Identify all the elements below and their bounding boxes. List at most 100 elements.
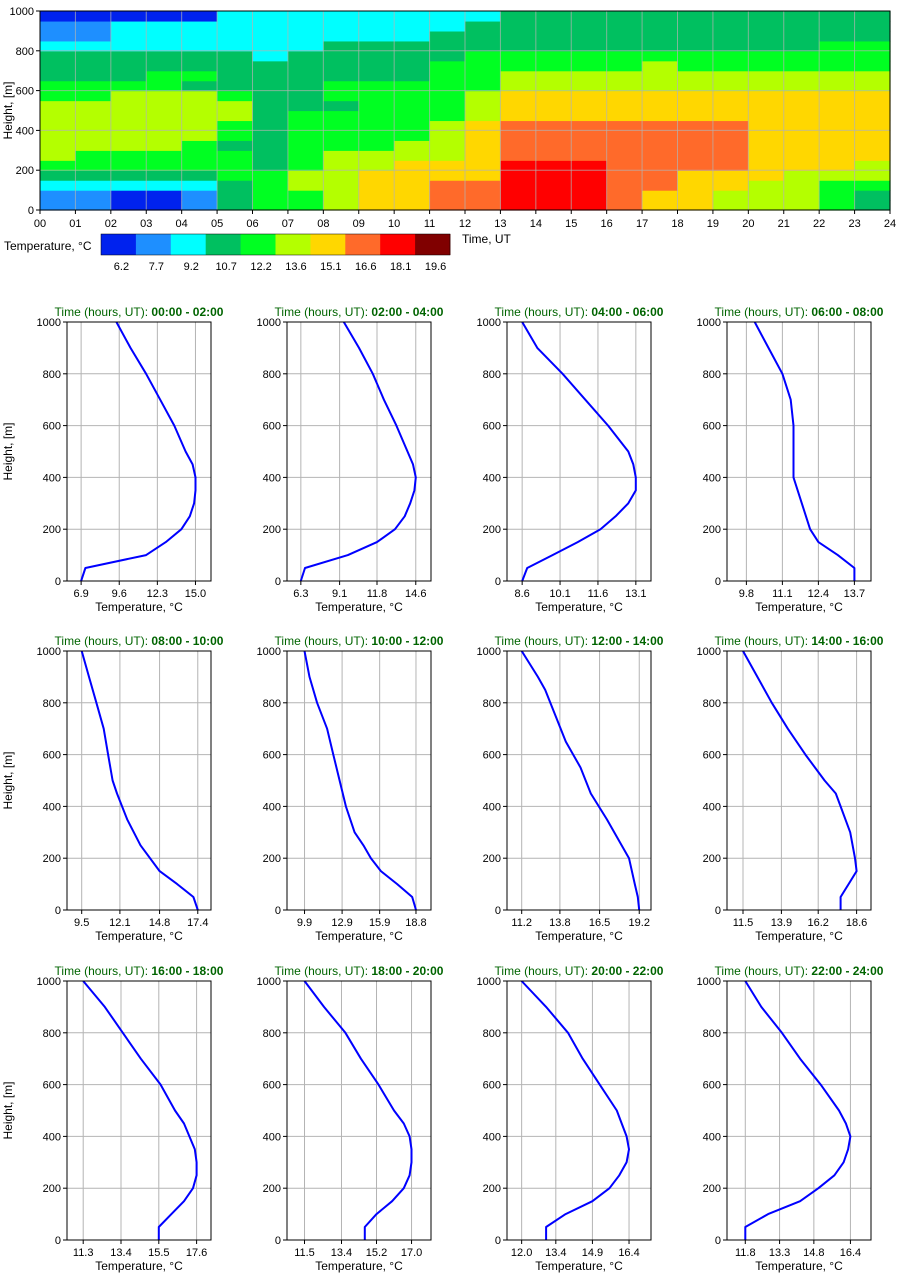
heatmap-cell xyxy=(500,80,537,92)
heatmap-cell xyxy=(748,11,785,22)
heatmap-cell xyxy=(677,20,714,32)
heatmap-cell xyxy=(571,160,608,171)
heatmap-cell xyxy=(110,110,147,122)
heatmap-cell xyxy=(323,20,360,32)
heatmap-cell xyxy=(323,11,360,22)
heatmap-cell xyxy=(642,50,679,62)
heatmap-cell xyxy=(748,160,785,171)
heatmap-frame xyxy=(39,10,891,211)
panel-xlabel: Temperature, °C xyxy=(95,929,183,943)
heatmap-cell xyxy=(500,170,537,181)
heatmap-cell xyxy=(854,90,891,102)
heatmap-cell xyxy=(287,190,324,201)
heatmap-cell xyxy=(181,200,218,211)
heatmap-cell xyxy=(677,110,714,122)
heatmap-cell xyxy=(606,11,643,22)
heatmap-cell xyxy=(606,200,643,211)
heatmap-cell xyxy=(465,110,502,122)
heatmap-cell xyxy=(642,160,679,171)
heatmap-cell xyxy=(394,80,431,92)
heatmap-cell xyxy=(606,70,643,82)
heatmap-cell xyxy=(146,20,183,32)
heatmap-cell xyxy=(217,80,254,92)
panel-xlabel: Temperature, °C xyxy=(755,600,843,614)
heatmap-cell xyxy=(854,110,891,122)
panel-ytick-label: 0 xyxy=(275,576,281,588)
heatmap-cell xyxy=(748,80,785,92)
temperature-profile-line xyxy=(80,650,199,911)
heatmap-cell xyxy=(358,130,395,141)
heatmap-cell xyxy=(252,30,289,42)
heatmap-cell xyxy=(819,110,856,122)
heatmap-cell xyxy=(181,130,218,141)
heatmap-cell xyxy=(571,140,608,151)
panel-ytick-label: 400 xyxy=(263,472,281,484)
heatmap-cell xyxy=(323,150,360,161)
heatmap-xtick-label: 03 xyxy=(140,218,152,230)
heatmap-cell xyxy=(287,170,324,181)
heatmap-cell xyxy=(252,11,289,22)
heatmap-cell xyxy=(429,60,466,72)
panel-ytick-label: 1000 xyxy=(697,976,721,988)
heatmap-cell xyxy=(429,20,466,32)
panel-ytick-label: 800 xyxy=(483,1028,501,1040)
panel-ytick-label: 600 xyxy=(43,750,61,762)
heatmap-cell xyxy=(287,50,324,62)
heatmap-cell xyxy=(606,130,643,141)
colorbar-swatch xyxy=(275,234,311,255)
panel-ytick-label: 0 xyxy=(495,1235,501,1247)
heatmap-cell xyxy=(535,70,572,82)
heatmap-cell xyxy=(571,80,608,92)
heatmap-cell xyxy=(217,130,254,141)
heatmap-cell xyxy=(712,170,749,181)
heatmap-cell xyxy=(465,200,502,211)
panel-ytick-label: 0 xyxy=(715,576,721,588)
heatmap-cell xyxy=(819,170,856,181)
panel-title-prefix: Time (hours, UT): xyxy=(55,634,152,648)
panel-xtick-label: 9.8 xyxy=(739,588,754,600)
heatmap-cell xyxy=(75,11,112,22)
heatmap-cell xyxy=(252,90,289,102)
panel-xtick-label: 11.2 xyxy=(511,917,532,929)
heatmap-cell xyxy=(854,130,891,141)
heatmap-cell xyxy=(146,140,183,151)
heatmap-cell xyxy=(75,140,112,151)
colorbar-tick-label: 12.2 xyxy=(250,261,271,273)
heatmap-cell xyxy=(358,190,395,201)
profile-panel: Time (hours, UT): 16:00 - 18:00 0 200 400 60… xyxy=(1,964,224,1273)
heatmap-cell xyxy=(854,170,891,181)
panel-ytick-label: 400 xyxy=(43,801,61,813)
heatmap-cell xyxy=(110,180,147,191)
panel-xlabel: Temperature, °C xyxy=(315,600,403,614)
heatmap-cell xyxy=(146,30,183,42)
heatmap-cell xyxy=(181,110,218,122)
heatmap-cell xyxy=(429,50,466,62)
panel-ytick-label: 0 xyxy=(55,905,61,917)
heatmap-cell xyxy=(75,180,112,191)
heatmap-cell xyxy=(819,180,856,191)
heatmap-cell xyxy=(394,30,431,42)
panel-ytick-label: 600 xyxy=(43,1080,61,1092)
heatmap-cell xyxy=(40,160,77,171)
heatmap-cell xyxy=(287,160,324,171)
panel-ytick-label: 600 xyxy=(703,421,721,433)
heatmap-xtick-label: 10 xyxy=(388,218,400,230)
heatmap-cell xyxy=(465,60,502,72)
panel-xlabel: Temperature, °C xyxy=(315,1259,403,1273)
heatmap-cell xyxy=(571,130,608,141)
heatmap-cell xyxy=(535,40,572,52)
heatmap-cell xyxy=(677,160,714,171)
panel-frame xyxy=(66,321,212,582)
panel-title: Time (hours, UT): 22:00 - 24:00 xyxy=(715,964,884,978)
panel-ytick-label: 0 xyxy=(275,1235,281,1247)
heatmap-xtick-label: 20 xyxy=(742,218,754,230)
colorbar: Temperature, °C 6.2 7.7 9.2 10.7 12.2 13.6 15.1… xyxy=(4,233,451,273)
heatmap-cell xyxy=(146,11,183,22)
heatmap-cell xyxy=(571,60,608,72)
panel-xlabel: Temperature, °C xyxy=(95,600,183,614)
heatmap-cell xyxy=(358,200,395,211)
heatmap-cell xyxy=(783,20,820,32)
heatmap-cell xyxy=(500,200,537,211)
heatmap-cell xyxy=(819,200,856,211)
heatmap-cell xyxy=(252,160,289,171)
